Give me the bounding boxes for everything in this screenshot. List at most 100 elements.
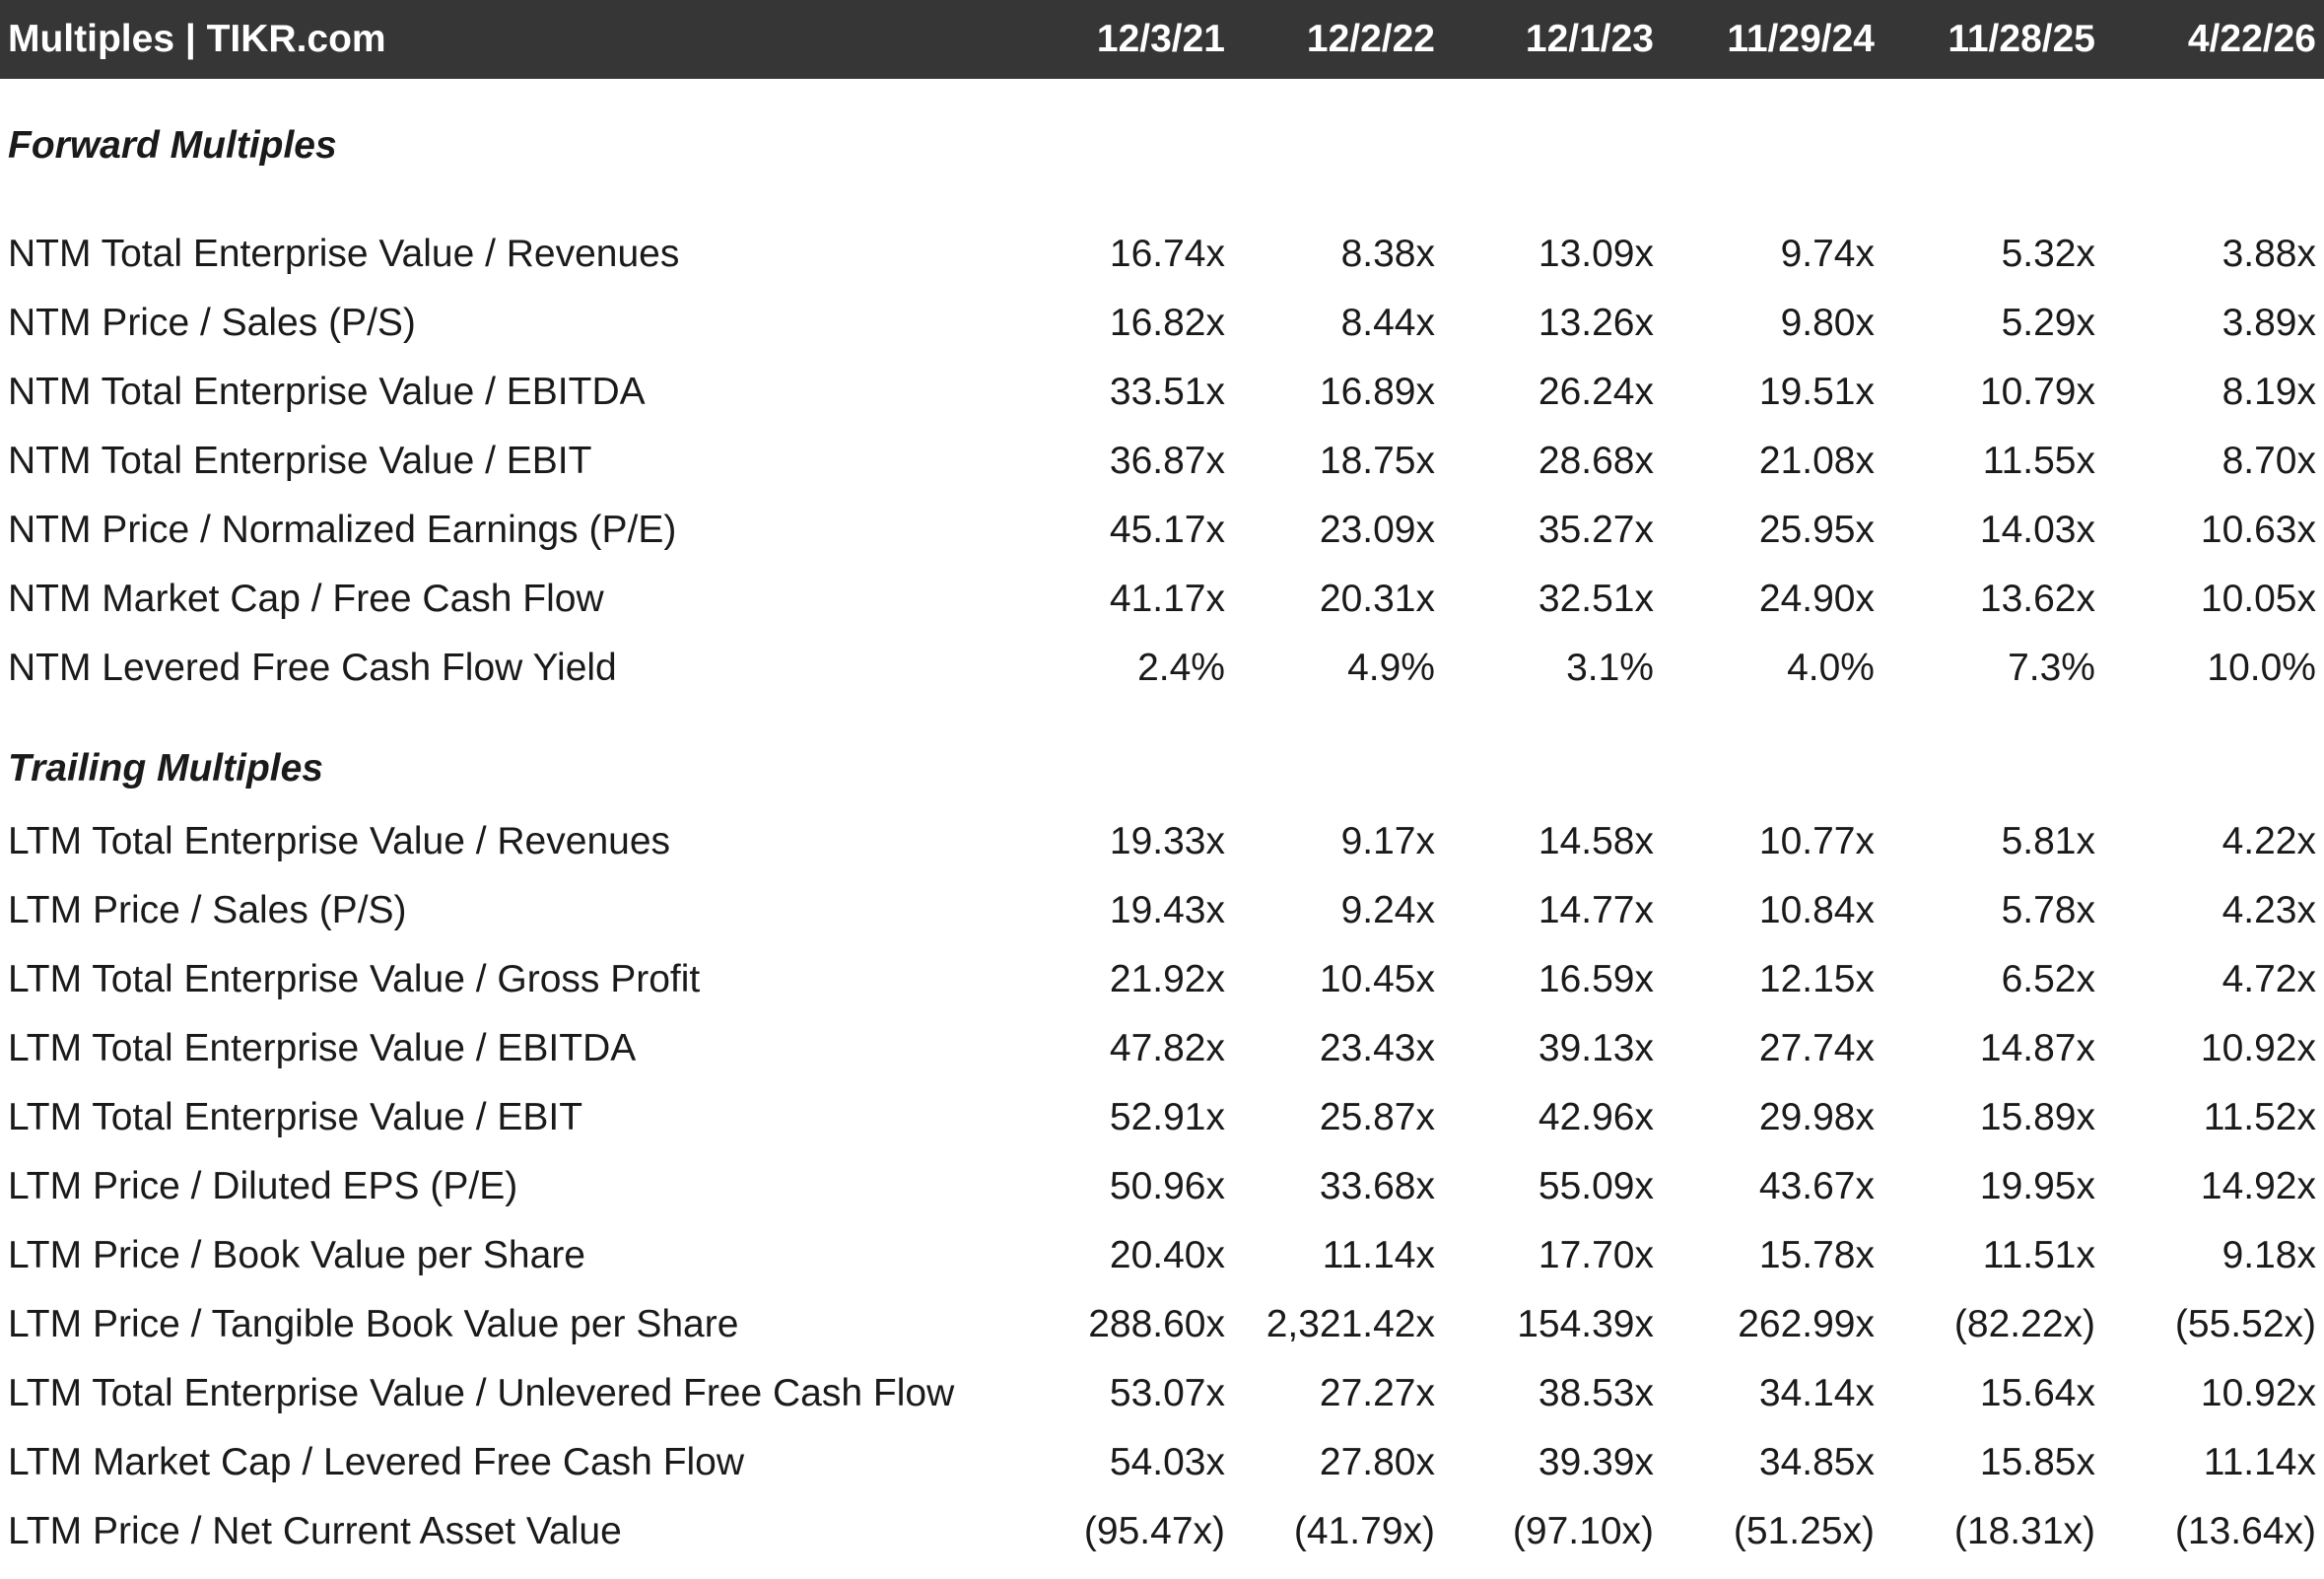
table-cell: 4.9% bbox=[1347, 647, 1435, 689]
table-cell: 54.03x bbox=[1109, 1441, 1225, 1483]
table-row: LTM Total Enterprise Value / Revenues 19… bbox=[0, 807, 2324, 876]
table-cell: 2.4% bbox=[1137, 647, 1225, 689]
table-cell: 5.81x bbox=[2001, 820, 2095, 862]
table-cell: 10.84x bbox=[1758, 889, 1875, 931]
table-cell: 13.26x bbox=[1538, 302, 1654, 344]
table-row: LTM Price / Sales (P/S) 19.43x 9.24x 14.… bbox=[0, 876, 2324, 945]
table-row: NTM Price / Normalized Earnings (P/E) 45… bbox=[0, 496, 2324, 565]
table-cell: 13.62x bbox=[1979, 578, 2095, 620]
table-cell: 27.27x bbox=[1319, 1372, 1435, 1414]
table-cell: 19.33x bbox=[1109, 820, 1225, 862]
table-row: NTM Total Enterprise Value / EBITDA 33.5… bbox=[0, 358, 2324, 427]
table-cell: 53.07x bbox=[1109, 1372, 1225, 1414]
table-cell: 4.23x bbox=[2221, 889, 2316, 931]
table-cell: 9.74x bbox=[1780, 233, 1875, 275]
section-title-trailing-multiples: Trailing Multiples bbox=[8, 747, 323, 790]
table-cell: 33.68x bbox=[1319, 1165, 1435, 1207]
table-cell: 288.60x bbox=[1088, 1303, 1225, 1345]
table-cell: 8.70x bbox=[2221, 440, 2316, 482]
row-label: NTM Price / Sales (P/S) bbox=[8, 302, 416, 344]
row-label: NTM Price / Normalized Earnings (P/E) bbox=[8, 509, 677, 551]
table-cell: 262.99x bbox=[1738, 1303, 1875, 1345]
table-cell: 14.58x bbox=[1538, 820, 1654, 862]
table-row: LTM Price / Book Value per Share 20.40x … bbox=[0, 1221, 2324, 1290]
row-label: LTM Total Enterprise Value / EBITDA bbox=[8, 1027, 637, 1069]
table-cell: 20.40x bbox=[1109, 1234, 1225, 1276]
table-cell: 42.96x bbox=[1538, 1096, 1654, 1138]
column-header-date: 11/28/25 bbox=[1948, 18, 2095, 60]
table-cell: 24.90x bbox=[1758, 578, 1875, 620]
table-cell: 52.91x bbox=[1109, 1096, 1225, 1138]
table-cell: 38.53x bbox=[1538, 1372, 1654, 1414]
table-cell: 21.92x bbox=[1109, 958, 1225, 1000]
row-label: LTM Total Enterprise Value / Revenues bbox=[8, 820, 671, 862]
table-row: NTM Market Cap / Free Cash Flow 41.17x 2… bbox=[0, 565, 2324, 634]
table-cell: 9.18x bbox=[2221, 1234, 2316, 1276]
table-cell: (41.79x) bbox=[1293, 1510, 1435, 1552]
table-cell: 19.95x bbox=[1979, 1165, 2095, 1207]
table-cell: 18.75x bbox=[1319, 440, 1435, 482]
table-cell: 15.85x bbox=[1979, 1441, 2095, 1483]
row-label: LTM Total Enterprise Value / Unlevered F… bbox=[8, 1372, 955, 1414]
table-cell: (18.31x) bbox=[1953, 1510, 2095, 1552]
table-cell: 55.09x bbox=[1538, 1165, 1654, 1207]
table-cell: 14.92x bbox=[2200, 1165, 2316, 1207]
table-cell: 15.64x bbox=[1979, 1372, 2095, 1414]
table-cell: 9.24x bbox=[1340, 889, 1435, 931]
row-label: NTM Total Enterprise Value / EBIT bbox=[8, 440, 592, 482]
table-cell: 15.78x bbox=[1758, 1234, 1875, 1276]
row-label: LTM Price / Tangible Book Value per Shar… bbox=[8, 1303, 739, 1345]
table-cell: 9.17x bbox=[1340, 820, 1435, 862]
table-cell: 11.51x bbox=[1982, 1234, 2095, 1276]
table-cell: 47.82x bbox=[1109, 1027, 1225, 1069]
table-cell: 12.15x bbox=[1758, 958, 1875, 1000]
table-row: LTM Market Cap / Levered Free Cash Flow … bbox=[0, 1428, 2324, 1497]
table-cell: 10.05x bbox=[2200, 578, 2316, 620]
table-cell: 39.39x bbox=[1538, 1441, 1654, 1483]
table-cell: 13.09x bbox=[1538, 233, 1654, 275]
table-cell: 8.44x bbox=[1340, 302, 1435, 344]
table-cell: 50.96x bbox=[1109, 1165, 1225, 1207]
table-cell: 20.31x bbox=[1319, 578, 1435, 620]
table-cell: 27.74x bbox=[1758, 1027, 1875, 1069]
table-cell: 10.79x bbox=[1979, 371, 2095, 413]
table-cell: 14.03x bbox=[1979, 509, 2095, 551]
table-cell: 10.0% bbox=[2207, 647, 2316, 689]
table-cell: 34.85x bbox=[1758, 1441, 1875, 1483]
table-row: NTM Levered Free Cash Flow Yield 2.4% 4.… bbox=[0, 634, 2324, 703]
table-cell: (13.64x) bbox=[2174, 1510, 2316, 1552]
column-header-date: 12/1/23 bbox=[1525, 18, 1654, 60]
table-cell: 29.98x bbox=[1758, 1096, 1875, 1138]
table-row: LTM Total Enterprise Value / EBIT 52.91x… bbox=[0, 1083, 2324, 1152]
table-cell: 23.09x bbox=[1319, 509, 1435, 551]
table-row: NTM Total Enterprise Value / Revenues 16… bbox=[0, 220, 2324, 289]
table-cell: 9.80x bbox=[1780, 302, 1875, 344]
table-cell: 11.52x bbox=[2203, 1096, 2316, 1138]
row-label: NTM Total Enterprise Value / Revenues bbox=[8, 233, 680, 275]
table-cell: 35.27x bbox=[1538, 509, 1654, 551]
table-cell: (95.47x) bbox=[1083, 1510, 1225, 1552]
row-label: NTM Levered Free Cash Flow Yield bbox=[8, 647, 617, 689]
table-cell: 11.14x bbox=[1322, 1234, 1435, 1276]
table-cell: (55.52x) bbox=[2174, 1303, 2316, 1345]
table-cell: 15.89x bbox=[1979, 1096, 2095, 1138]
row-label: LTM Total Enterprise Value / Gross Profi… bbox=[8, 958, 701, 1000]
table-row: NTM Total Enterprise Value / EBIT 36.87x… bbox=[0, 427, 2324, 496]
table-header: Multiples | TIKR.com 12/3/21 12/2/22 12/… bbox=[0, 0, 2324, 79]
table-cell: 10.92x bbox=[2200, 1027, 2316, 1069]
table-cell: 3.1% bbox=[1566, 647, 1654, 689]
column-header-date: 4/22/26 bbox=[2187, 18, 2316, 60]
table-cell: 11.55x bbox=[1982, 440, 2095, 482]
row-label: NTM Market Cap / Free Cash Flow bbox=[8, 578, 604, 620]
table-cell: 16.74x bbox=[1109, 233, 1225, 275]
table-cell: 16.82x bbox=[1109, 302, 1225, 344]
table-cell: 26.24x bbox=[1538, 371, 1654, 413]
table-cell: 41.17x bbox=[1109, 578, 1225, 620]
table-cell: (82.22x) bbox=[1953, 1303, 2095, 1345]
row-label: LTM Price / Book Value per Share bbox=[8, 1234, 585, 1276]
table-cell: 8.19x bbox=[2221, 371, 2316, 413]
table-cell: 19.43x bbox=[1109, 889, 1225, 931]
table-row: LTM Price / Net Current Asset Value (95.… bbox=[0, 1497, 2324, 1566]
table-cell: 25.95x bbox=[1758, 509, 1875, 551]
table-cell: 10.63x bbox=[2200, 509, 2316, 551]
